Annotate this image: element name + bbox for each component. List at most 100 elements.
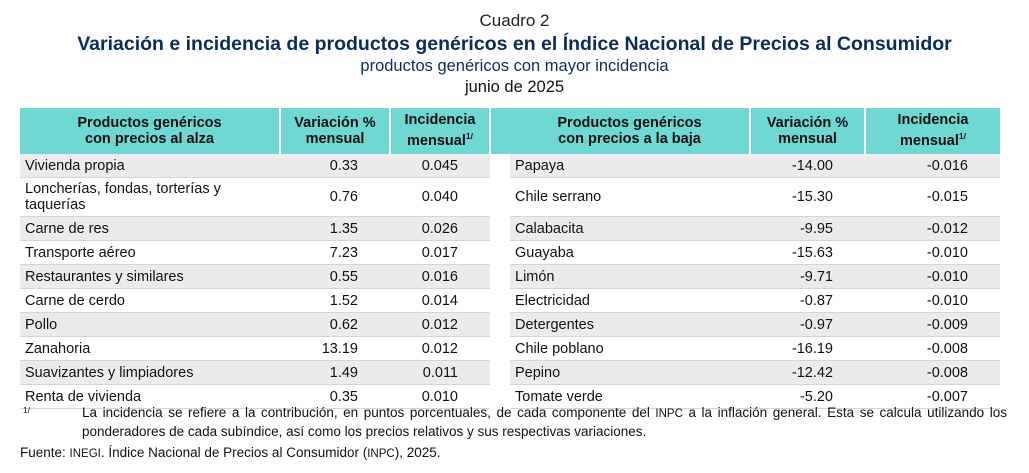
header-down-incidence-line1: Incidencia — [897, 112, 969, 128]
variation-down-cell: -16.19 — [750, 336, 865, 361]
product-up-cell: Vivienda propia — [20, 154, 280, 178]
header-up-products-line1: Productos genéricos — [77, 114, 222, 131]
header-up-products-line2: con precios al alza — [85, 130, 214, 147]
product-down-cell: Guayaba — [510, 240, 750, 265]
header-up-incidence-line2: mensual — [407, 133, 466, 149]
variation-up-cell: 13.19 — [280, 336, 390, 361]
header-up-incidence-line1: Incidencia — [404, 112, 476, 128]
incidence-down-cell: -0.015 — [865, 177, 1000, 217]
product-up-cell: Transporte aéreo — [20, 240, 280, 265]
header-down-variation-line1: Variación % — [766, 114, 849, 131]
footnote-ref: 1/ — [958, 131, 966, 141]
row-spacer — [490, 178, 510, 217]
table-row: Carne de res 1.35 0.026 Calabacita -9.95 -0.0… — [20, 216, 1000, 241]
title-block: Cuadro 2 Variación e incidencia de produ… — [0, 10, 1029, 98]
variation-up-cell: 0.62 — [280, 312, 390, 337]
footnote-text-b: a la inflación general. Esta se calcula … — [82, 405, 1007, 439]
variation-up-cell: 0.35 — [280, 384, 390, 409]
incidence-up-cell: 0.014 — [390, 288, 490, 313]
incidence-down-cell: -0.007 — [865, 384, 1000, 409]
footnote-ref: 1/ — [465, 131, 473, 141]
product-down-cell: Electricidad — [510, 288, 750, 313]
variation-down-cell: -5.20 — [750, 384, 865, 409]
incidence-up-cell: 0.040 — [390, 177, 490, 217]
header-up-variation-line2: mensual — [305, 130, 365, 147]
table-row: Vivienda propia 0.33 0.045 Papaya -14.00 -0.0… — [20, 154, 1000, 178]
incidence-up-cell: 0.045 — [390, 154, 490, 178]
product-up-cell: Pollo — [20, 312, 280, 337]
source-prefix: Fuente: — [20, 445, 70, 460]
header-down-incidence: Incidencia mensual1/ — [864, 108, 1000, 154]
variation-down-cell: -0.97 — [750, 312, 865, 337]
variation-up-cell: 1.35 — [280, 216, 390, 241]
source-suffix: ), 2025. — [394, 445, 441, 460]
variation-up-cell: 0.76 — [280, 177, 390, 217]
footnote-text-a: La incidencia se refiere a la contribuci… — [82, 405, 656, 420]
variation-up-cell: 0.33 — [280, 154, 390, 178]
variation-down-cell: -0.87 — [750, 288, 865, 313]
incidence-up-cell: 0.010 — [390, 384, 490, 409]
product-down-cell: Calabacita — [510, 216, 750, 241]
source-line: Fuente: INEGI. Índice Nacional de Precio… — [20, 444, 440, 463]
row-spacer — [490, 289, 510, 313]
row-spacer — [490, 241, 510, 265]
table-row: Renta de vivienda 0.35 0.010 Tomate verde -5… — [20, 384, 1000, 409]
header-up-variation-line1: Variación % — [294, 114, 376, 131]
row-spacer — [490, 361, 510, 385]
header-down-variation-line2: mensual — [778, 130, 837, 147]
product-down-cell: Tomate verde — [510, 384, 750, 409]
variation-down-cell: -12.42 — [750, 360, 865, 385]
product-down-cell: Chile poblano — [510, 336, 750, 361]
table-row: Loncherías, fondas, torterías y taquería… — [20, 177, 1000, 217]
period-label: junio de 2025 — [464, 78, 565, 96]
header-up-incidence: Incidencia mensual1/ — [389, 108, 490, 154]
header-down-variation: Variación % mensual — [749, 108, 865, 154]
product-down-cell: Pepino — [510, 360, 750, 385]
incidence-up-cell: 0.012 — [390, 312, 490, 337]
product-up-cell: Renta de vivienda — [20, 384, 280, 409]
variation-down-cell: -15.30 — [750, 177, 865, 217]
variation-down-cell: -9.71 — [750, 264, 865, 289]
incidence-down-cell: -0.008 — [865, 336, 1000, 361]
variation-down-cell: -9.95 — [750, 216, 865, 241]
product-down-cell: Papaya — [510, 154, 750, 178]
table-body: Vivienda propia 0.33 0.045 Papaya -14.00 -0.0… — [20, 154, 1000, 409]
table-row: Suavizantes y limpiadores 1.49 0.011 Pepino… — [20, 360, 1000, 385]
header-up-products: Productos genéricos con precios al alza — [20, 108, 280, 154]
incidence-down-cell: -0.012 — [865, 216, 1000, 241]
header-up-variation: Variación % mensual — [279, 108, 390, 154]
row-spacer — [490, 265, 510, 289]
table-label: Cuadro 2 — [479, 11, 550, 30]
incidence-down-cell: -0.010 — [865, 264, 1000, 289]
products-table: Productos genéricos con precios al alza … — [20, 108, 1000, 409]
incidence-down-cell: -0.010 — [865, 288, 1000, 313]
source-org: INEGI — [69, 448, 101, 460]
incidence-up-cell: 0.026 — [390, 216, 490, 241]
variation-up-cell: 1.52 — [280, 288, 390, 313]
incidence-down-cell: -0.010 — [865, 240, 1000, 265]
page-subtitle: productos genéricos con mayor incidencia — [360, 57, 669, 75]
product-down-cell: Chile serrano — [510, 177, 750, 217]
header-down-incidence-line2: mensual — [900, 133, 959, 149]
product-down-cell: Detergentes — [510, 312, 750, 337]
variation-down-cell: -14.00 — [750, 154, 865, 178]
page-title: Variación e incidencia de productos gené… — [77, 33, 952, 55]
header-down-products: Productos genéricos con precios a la baj… — [510, 108, 750, 154]
incidence-down-cell: -0.009 — [865, 312, 1000, 337]
row-spacer — [490, 217, 510, 241]
header-down-products-line1: Productos genéricos — [557, 114, 702, 131]
header-spacer — [489, 108, 510, 154]
variation-up-cell: 0.55 — [280, 264, 390, 289]
product-up-cell: Carne de cerdo — [20, 288, 280, 313]
product-up-cell: Restaurantes y similares — [20, 264, 280, 289]
footnote-mark: 1/ — [23, 405, 31, 415]
row-spacer — [490, 313, 510, 337]
table-row: Transporte aéreo 7.23 0.017 Guayaba -15.63 -0… — [20, 240, 1000, 265]
table-row: Pollo 0.62 0.012 Detergentes -0.97 -0.009 — [20, 312, 1000, 337]
source-abbr: INPC — [367, 448, 395, 460]
row-spacer — [490, 337, 510, 361]
row-spacer — [490, 154, 510, 178]
product-up-cell: Loncherías, fondas, torterías y taquería… — [20, 177, 280, 217]
incidence-up-cell: 0.012 — [390, 336, 490, 361]
variation-down-cell: -15.63 — [750, 240, 865, 265]
